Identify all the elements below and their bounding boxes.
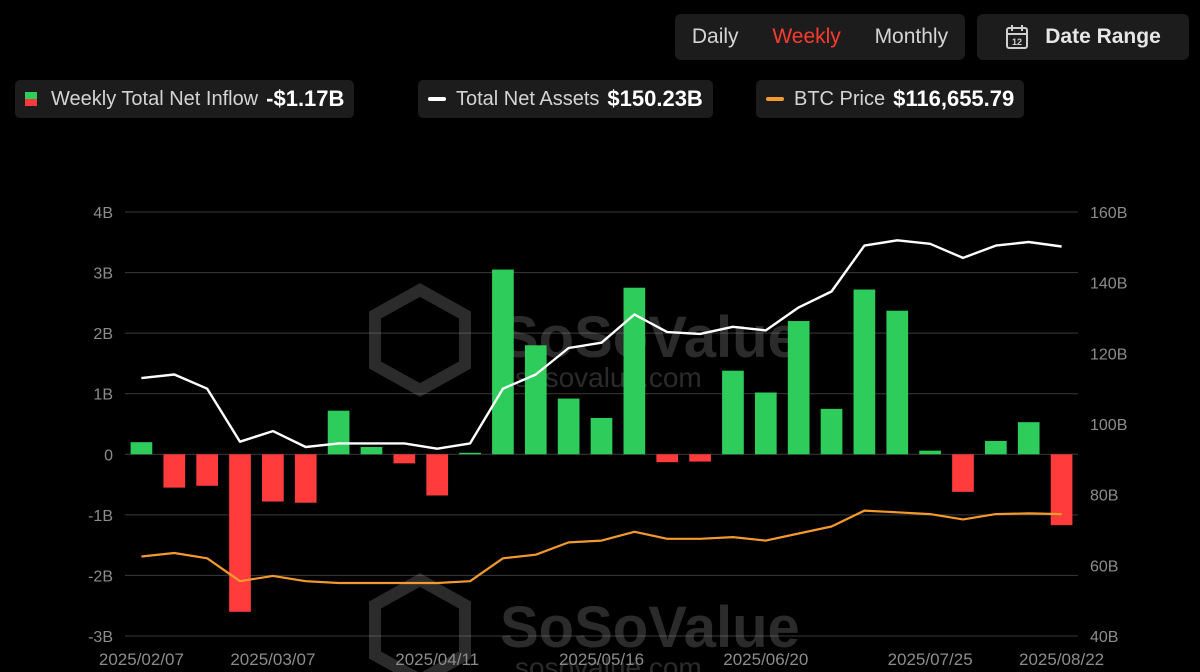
inflow-bar — [294, 454, 317, 503]
inflow-bar — [262, 454, 284, 502]
calendar-icon: 12 — [1006, 25, 1029, 49]
total-net-assets-line — [141, 239, 1062, 450]
legend-total-net-assets[interactable]: Total Net Assets $150.23B — [418, 80, 713, 118]
legend-btc-price[interactable]: BTC Price $116,655.79 — [756, 80, 1025, 118]
legend-label: BTC Price — [794, 87, 886, 110]
y-tick-label-left: -3B — [88, 629, 113, 646]
period-weekly-button[interactable]: Weekly — [772, 25, 841, 48]
watermark-url-top: sosovalue.com — [515, 362, 702, 393]
legend-label: Total Net Assets — [456, 87, 600, 110]
inflow-bar — [952, 454, 974, 492]
watermark-top: SoSoValue — [500, 305, 800, 370]
y-tick-label-left: 2B — [93, 326, 113, 343]
inflow-bar — [787, 321, 810, 455]
y-tick-label-right: 120B — [1090, 346, 1127, 363]
inflow-bar — [360, 447, 383, 455]
sosovalue-logo-icon — [369, 283, 471, 397]
x-tick-label: 2025/04/11 — [395, 650, 479, 669]
y-tick-label-left: -2B — [88, 568, 113, 585]
btc-price-line — [141, 509, 1062, 585]
legend-swatch-inflow — [25, 92, 37, 106]
inflow-bar — [524, 345, 547, 455]
y-tick-label-left: 1B — [93, 387, 113, 404]
inflow-bar — [459, 452, 481, 455]
inflow-bar — [492, 269, 514, 455]
inflow-bar — [557, 398, 580, 455]
x-tick-label: 2025/05/16 — [559, 650, 644, 669]
watermark-url-bottom: sosovalue.com — [515, 652, 702, 672]
inflow-bar — [853, 289, 876, 455]
period-monthly-button[interactable]: Monthly — [874, 25, 949, 48]
inflow-bar — [722, 370, 744, 455]
legend-value: $116,655.79 — [893, 86, 1015, 111]
calendar-number: 12 — [1012, 37, 1022, 47]
y-tick-label-right: 40B — [1090, 629, 1118, 646]
inflow-bar — [1050, 454, 1073, 526]
inflow-bar — [590, 417, 613, 455]
legend-net-inflow[interactable]: Weekly Total Net Inflow -$1.17B — [15, 80, 355, 118]
y-tick-label-right: 100B — [1090, 417, 1127, 434]
inflow-bar — [985, 440, 1007, 455]
period-toggle-group: Daily Weekly Monthly — [675, 14, 965, 60]
inflow-bar — [130, 442, 153, 455]
sosovalue-logo-icon — [369, 573, 471, 672]
inflow-bar — [426, 454, 449, 496]
inflow-bar — [1017, 422, 1040, 455]
inflow-bar — [623, 287, 646, 455]
inflow-bar — [886, 310, 909, 455]
date-range-button[interactable]: 12 Date Range — [977, 14, 1189, 60]
legend-swatch-btc — [766, 97, 784, 101]
inflow-bar — [229, 454, 251, 612]
y-tick-label-left: 0 — [104, 447, 113, 464]
inflow-bar — [919, 450, 941, 455]
y-tick-label-right: 160B — [1090, 205, 1127, 222]
y-tick-label-left: 3B — [93, 266, 113, 283]
legend-value: -$1.17B — [266, 86, 345, 111]
y-tick-label-right: 140B — [1090, 276, 1127, 293]
y-tick-label-right: 80B — [1090, 488, 1118, 505]
legend-value: $150.23B — [607, 86, 703, 111]
legend-label: Weekly Total Net Inflow — [51, 87, 259, 110]
legend-swatch-assets — [428, 97, 446, 101]
period-daily-button[interactable]: Daily — [691, 25, 739, 48]
x-tick-label: 2025/02/07 — [99, 650, 184, 669]
y-tick-label-right: 60B — [1090, 558, 1118, 575]
y-tick-label-left: 4B — [93, 205, 113, 222]
x-tick-label: 2025/03/07 — [230, 650, 315, 669]
inflow-bar — [196, 454, 218, 486]
inflow-bar — [163, 454, 186, 488]
x-tick-label: 2025/06/20 — [723, 650, 808, 669]
date-range-label: Date Range — [1045, 25, 1161, 48]
inflow-bar — [689, 454, 711, 462]
inflow-bar — [393, 454, 416, 464]
inflow-bar — [754, 392, 777, 455]
x-tick-label: 2025/08/22 — [1019, 650, 1104, 669]
inflow-bar — [656, 454, 679, 463]
watermark-bottom: SoSoValue — [500, 595, 800, 660]
y-tick-label-left: -1B — [88, 508, 113, 525]
x-tick-label: 2025/07/25 — [888, 650, 973, 669]
inflow-bar — [820, 408, 843, 455]
inflow-bar — [327, 410, 350, 455]
